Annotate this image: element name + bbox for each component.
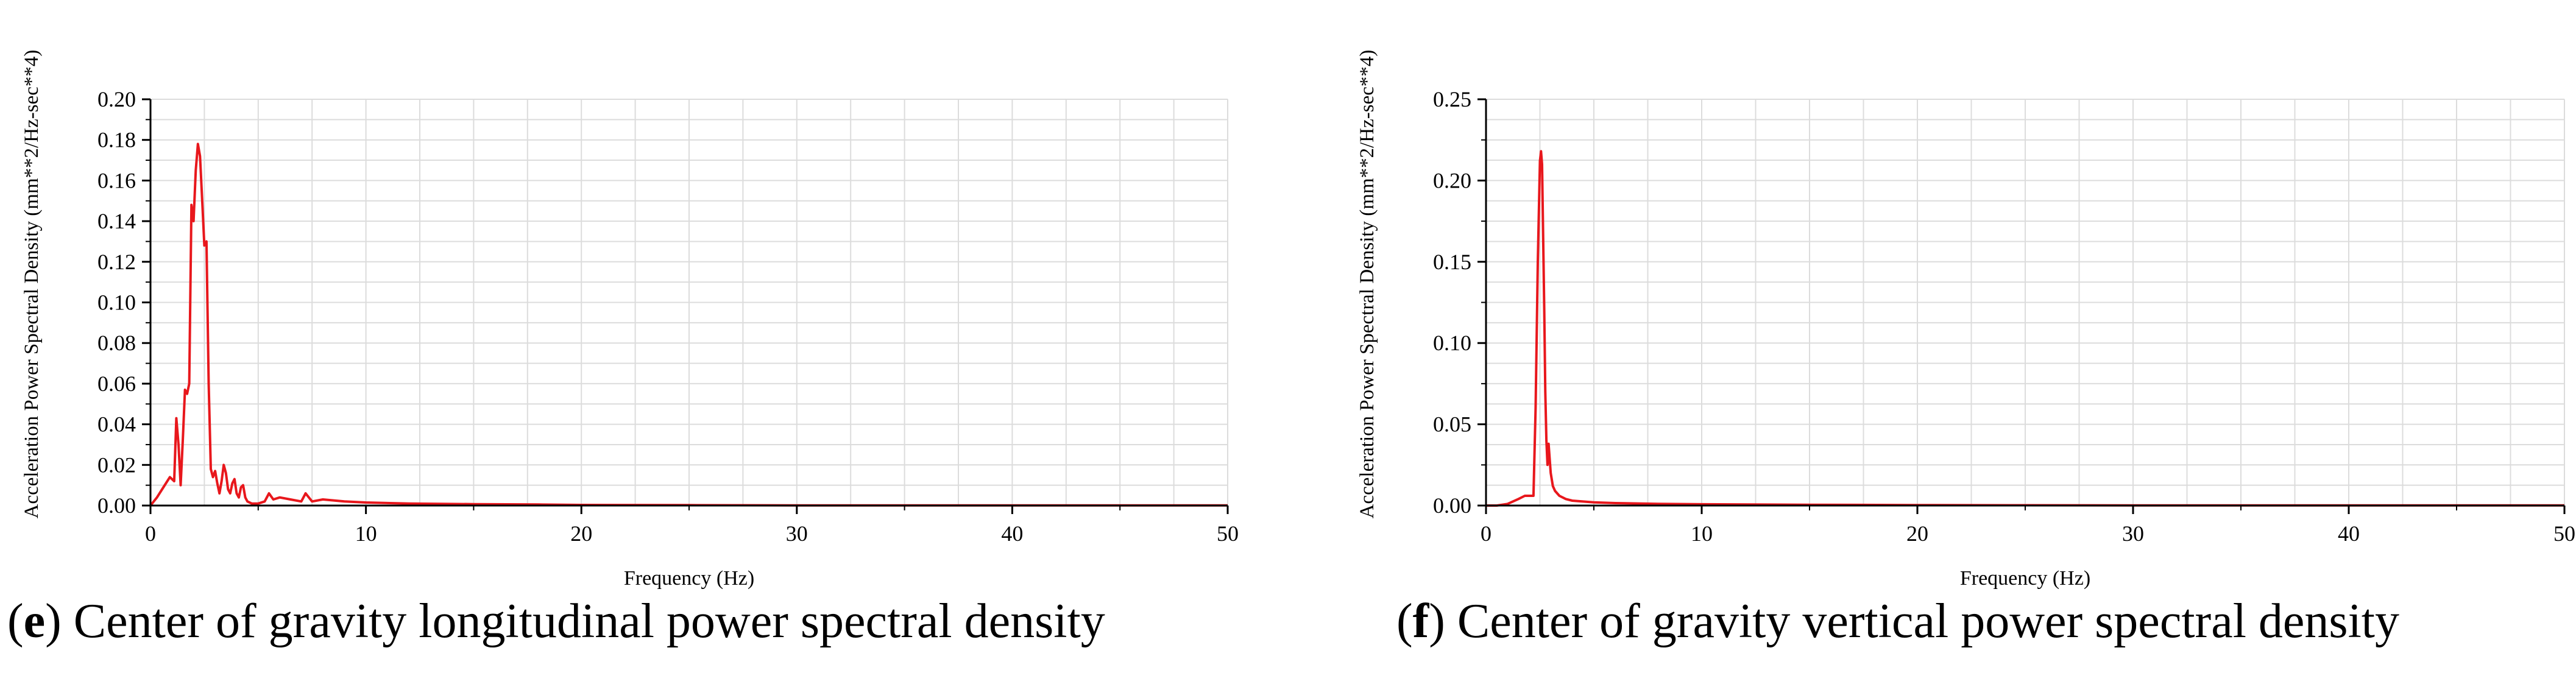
x-axis-title: Frequency (Hz): [624, 567, 754, 590]
y-tick-label: 0.12: [97, 250, 136, 274]
x-tick-label: 0: [145, 521, 156, 546]
y-tick-label: 0.05: [1433, 412, 1471, 437]
y-tick-label: 0.20: [97, 87, 136, 111]
x-axis-title: Frequency (Hz): [1960, 567, 2090, 590]
x-tick-label: 10: [1691, 521, 1713, 546]
y-tick-label: 0.02: [97, 453, 136, 477]
x-tick-label: 30: [786, 521, 808, 546]
y-tick-label: 0.25: [1433, 87, 1471, 111]
series-line-psd: [1486, 150, 2564, 507]
caption-e-text: Center of gravity longitudinal power spe…: [73, 594, 1105, 648]
y-axis-title: Acceleration Power Spectral Density (mm*…: [21, 50, 43, 519]
x-tick-label: 40: [1001, 521, 1023, 546]
y-tick-label: 0.00: [97, 493, 136, 518]
x-tick-label: 30: [2122, 521, 2144, 546]
caption-e-letter: e: [23, 594, 46, 648]
y-tick-label: 0.06: [97, 372, 136, 396]
series-line-psd: [149, 143, 1228, 507]
y-tick-label: 0.16: [97, 168, 136, 192]
y-tick-label: 0.15: [1433, 250, 1471, 274]
x-tick-label: 0: [1481, 521, 1491, 546]
y-tick-label: 0.10: [97, 291, 136, 315]
x-tick-label: 20: [570, 521, 592, 546]
y-tick-label: 0.08: [97, 331, 136, 355]
y-tick-label: 0.10: [1433, 331, 1471, 355]
y-axis-title: Acceleration Power Spectral Density (mm*…: [1356, 50, 1378, 519]
x-tick-label: 20: [1906, 521, 1928, 546]
y-tick-label: 0.00: [1433, 493, 1471, 518]
chart-panel-f: 0 10 20 30 40 50 0.00 0.05 0.10 0.15 0.20 0.25 Frequ…: [1356, 50, 2575, 590]
y-tick-label: 0.14: [97, 209, 136, 233]
x-tick-label: 50: [1217, 521, 1239, 546]
caption-f-letter: f: [1412, 594, 1429, 648]
x-tick-label: 10: [355, 521, 377, 546]
caption-f: (f) Center of gravity vertical power spe…: [1396, 594, 2400, 648]
chart-panel-e: 0 10 20 30 40 50 0.00 0.02 0.04 0.06 0.08 0.10 0.12 0…: [21, 50, 1239, 590]
y-tick-label: 0.18: [97, 128, 136, 152]
caption-e: (e) Center of gravity longitudinal power…: [7, 594, 1105, 648]
x-tick-label: 50: [2553, 521, 2575, 546]
x-tick-label: 40: [2338, 521, 2360, 546]
y-tick-label: 0.04: [97, 412, 136, 437]
caption-f-text: Center of gravity vertical power spectra…: [1457, 594, 2400, 648]
y-tick-label: 0.20: [1433, 168, 1471, 192]
